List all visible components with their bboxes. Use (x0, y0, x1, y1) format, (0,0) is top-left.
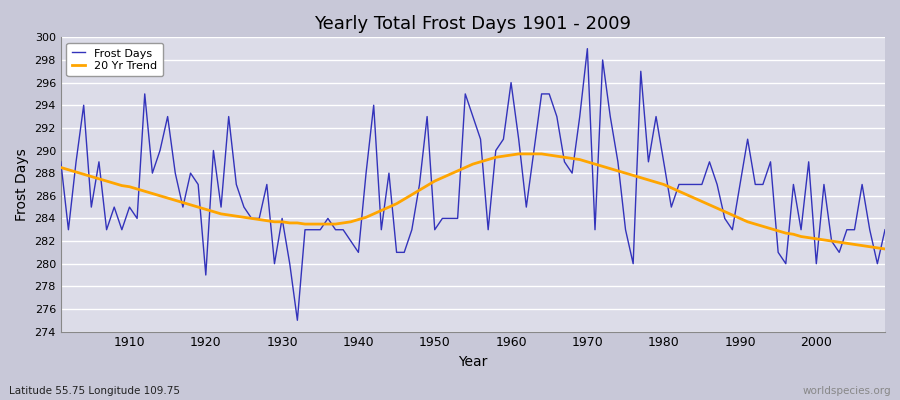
Text: Latitude 55.75 Longitude 109.75: Latitude 55.75 Longitude 109.75 (9, 386, 180, 396)
Y-axis label: Frost Days: Frost Days (15, 148, 29, 221)
Frost Days (506, 80, 517, 85)
20 Yr Trend (879, 246, 890, 251)
20 Yr Trend (605, 166, 616, 171)
X-axis label: Year: Year (458, 355, 488, 369)
20 Yr Trend (284, 220, 295, 225)
Line: Frost Days: Frost Days (61, 49, 885, 320)
Frost Days (613, 160, 624, 164)
Frost Days (513, 137, 524, 142)
Title: Yearly Total Frost Days 1901 - 2009: Yearly Total Frost Days 1901 - 2009 (314, 15, 632, 33)
20 Yr Trend (330, 222, 341, 226)
Frost Days (292, 318, 302, 323)
20 Yr Trend (56, 165, 67, 170)
Frost Days (338, 227, 348, 232)
Frost Days (879, 227, 890, 232)
Frost Days (582, 46, 593, 51)
Frost Days (56, 160, 67, 164)
Line: 20 Yr Trend: 20 Yr Trend (61, 154, 885, 249)
Frost Days (116, 227, 127, 232)
Legend: Frost Days, 20 Yr Trend: Frost Days, 20 Yr Trend (67, 43, 163, 76)
20 Yr Trend (513, 152, 524, 156)
Frost Days (284, 261, 295, 266)
20 Yr Trend (498, 154, 508, 158)
20 Yr Trend (506, 153, 517, 158)
Text: worldspecies.org: worldspecies.org (803, 386, 891, 396)
20 Yr Trend (116, 183, 127, 188)
